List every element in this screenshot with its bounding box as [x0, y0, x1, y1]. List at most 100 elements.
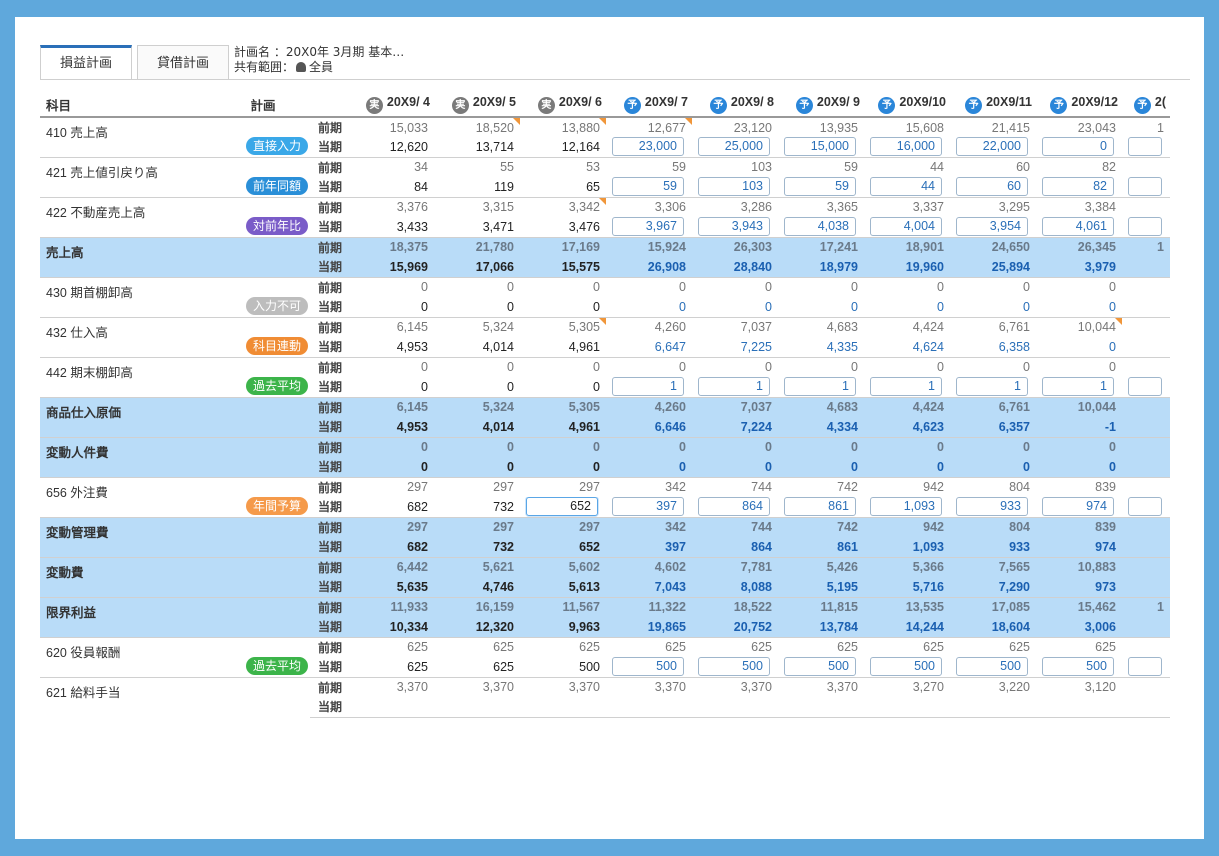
value-input[interactable]: 1 — [1042, 377, 1114, 396]
value-input[interactable]: 23,000 — [612, 137, 684, 156]
value-input-cell[interactable]: 652 — [520, 497, 606, 518]
value-input-cell[interactable]: 0 — [1036, 137, 1122, 158]
value-input[interactable]: 397 — [612, 497, 684, 516]
value-input-cell[interactable]: 25,000 — [692, 137, 778, 158]
value-input-cell[interactable]: 1 — [950, 377, 1036, 398]
value-input[interactable]: 3,954 — [956, 217, 1028, 236]
value-input-cell[interactable]: 1 — [692, 377, 778, 398]
value-input[interactable] — [1128, 177, 1162, 196]
value-input-cell[interactable]: 3,967 — [606, 217, 692, 238]
value-input[interactable]: 500 — [698, 657, 770, 676]
value-input[interactable]: 4,061 — [1042, 217, 1114, 236]
value-input[interactable]: 4,004 — [870, 217, 942, 236]
value-input[interactable]: 1,093 — [870, 497, 942, 516]
value-input-cell[interactable]: 864 — [692, 497, 778, 518]
value-input-cell[interactable]: 500 — [692, 657, 778, 678]
value-input[interactable]: 1 — [956, 377, 1028, 396]
value-input-cell[interactable]: 4,061 — [1036, 217, 1122, 238]
value-input[interactable]: 0 — [1042, 137, 1114, 156]
value-input[interactable]: 652 — [526, 497, 598, 516]
value-input-cell[interactable] — [1122, 497, 1170, 518]
value-input[interactable] — [1128, 657, 1162, 676]
value-input-cell[interactable]: 1 — [606, 377, 692, 398]
value-input[interactable]: 3,943 — [698, 217, 770, 236]
value-input-cell[interactable]: 500 — [1036, 657, 1122, 678]
value-input-cell[interactable]: 59 — [606, 177, 692, 198]
plan-method-button[interactable]: 年間予算 — [245, 496, 308, 515]
value-input-cell[interactable]: 82 — [1036, 177, 1122, 198]
value-input[interactable]: 933 — [956, 497, 1028, 516]
value-input-cell[interactable]: 60 — [950, 177, 1036, 198]
plan-method-button[interactable]: 科目連動 — [245, 336, 308, 355]
value-input-cell[interactable]: 500 — [778, 657, 864, 678]
value-input[interactable]: 4,038 — [784, 217, 856, 236]
value-input-cell[interactable]: 23,000 — [606, 137, 692, 158]
value-input-cell[interactable]: 933 — [950, 497, 1036, 518]
plan-method-button[interactable]: 過去平均 — [245, 376, 308, 395]
value-input-cell[interactable] — [1122, 377, 1170, 398]
value-input-cell[interactable]: 3,954 — [950, 217, 1036, 238]
value-input[interactable]: 25,000 — [698, 137, 770, 156]
value-input-cell[interactable] — [1122, 177, 1170, 198]
plan-method-button[interactable]: 直接入力 — [245, 136, 308, 155]
value-input-cell[interactable]: 15,000 — [778, 137, 864, 158]
value-input[interactable] — [1128, 217, 1162, 236]
value-cell: 3,471 — [434, 217, 520, 238]
value-input-cell[interactable] — [1122, 657, 1170, 678]
value-input[interactable]: 103 — [698, 177, 770, 196]
value-input[interactable]: 82 — [1042, 177, 1114, 196]
value-input[interactable]: 500 — [956, 657, 1028, 676]
value-input-cell[interactable]: 500 — [950, 657, 1036, 678]
value-input[interactable]: 22,000 — [956, 137, 1028, 156]
tab-pl-plan[interactable]: 損益計画 — [40, 45, 132, 79]
value-input-cell[interactable]: 59 — [778, 177, 864, 198]
value-input-cell[interactable]: 1 — [1036, 377, 1122, 398]
value-input[interactable]: 1 — [698, 377, 770, 396]
value-input[interactable]: 500 — [612, 657, 684, 676]
value-input[interactable]: 1 — [784, 377, 856, 396]
value-input-cell[interactable] — [1122, 217, 1170, 238]
value-input[interactable]: 500 — [1042, 657, 1114, 676]
value-input-cell[interactable]: 397 — [606, 497, 692, 518]
value-input-cell[interactable]: 16,000 — [864, 137, 950, 158]
plan-name-value[interactable]: ：20X0年 3月期 基本… — [273, 45, 405, 59]
value-input[interactable]: 974 — [1042, 497, 1114, 516]
value-input[interactable] — [1128, 497, 1162, 516]
value-input[interactable]: 44 — [870, 177, 942, 196]
value-input[interactable]: 864 — [698, 497, 770, 516]
value-input-cell[interactable]: 1 — [864, 377, 950, 398]
plan-method-button[interactable]: 対前年比 — [245, 216, 308, 235]
value-input-cell[interactable]: 861 — [778, 497, 864, 518]
value-input-cell[interactable]: 4,004 — [864, 217, 950, 238]
value-input[interactable]: 16,000 — [870, 137, 942, 156]
value-cell — [1122, 156, 1170, 177]
value-input-cell[interactable]: 22,000 — [950, 137, 1036, 158]
value-input[interactable]: 500 — [784, 657, 856, 676]
value-input-cell[interactable] — [1122, 137, 1170, 158]
value-input[interactable]: 59 — [612, 177, 684, 196]
value-input-cell[interactable]: 44 — [864, 177, 950, 198]
value-input[interactable]: 500 — [870, 657, 942, 676]
value-input-cell[interactable]: 3,943 — [692, 217, 778, 238]
value-cell: 3,370 — [350, 676, 434, 697]
value-input[interactable]: 3,967 — [612, 217, 684, 236]
value-input-cell[interactable]: 974 — [1036, 497, 1122, 518]
value-input-cell[interactable]: 500 — [864, 657, 950, 678]
plan-method-button[interactable]: 前年同額 — [245, 176, 308, 195]
value-input[interactable]: 1 — [612, 377, 684, 396]
value-input[interactable] — [1128, 137, 1162, 156]
tab-bs-plan[interactable]: 貸借計画 — [137, 45, 229, 79]
value-input-cell[interactable]: 103 — [692, 177, 778, 198]
value-input[interactable]: 59 — [784, 177, 856, 196]
plan-method-button[interactable]: 過去平均 — [245, 656, 308, 675]
value-input[interactable]: 15,000 — [784, 137, 856, 156]
value-input[interactable]: 1 — [870, 377, 942, 396]
forecast-badge-icon: 予 — [1133, 97, 1151, 114]
value-input-cell[interactable]: 500 — [606, 657, 692, 678]
value-input-cell[interactable]: 4,038 — [778, 217, 864, 238]
value-input[interactable]: 60 — [956, 177, 1028, 196]
value-input[interactable]: 861 — [784, 497, 856, 516]
value-input-cell[interactable]: 1 — [778, 377, 864, 398]
value-input[interactable] — [1128, 377, 1162, 396]
value-input-cell[interactable]: 1,093 — [864, 497, 950, 518]
